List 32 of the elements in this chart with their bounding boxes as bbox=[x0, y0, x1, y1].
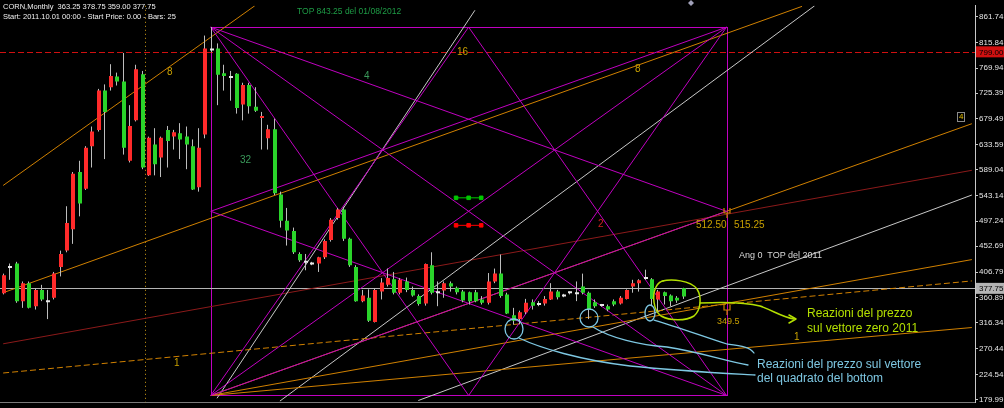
annotation: 1 bbox=[174, 357, 180, 369]
annotation: 16 bbox=[457, 46, 469, 58]
y-tick-label: 452.69 bbox=[979, 241, 1004, 251]
annotation: 512.50 bbox=[696, 219, 727, 231]
annotation: 32 bbox=[240, 154, 252, 166]
annotation: TOP 843.25 del 01/08/2012 bbox=[297, 6, 402, 16]
y-tick-label: 589.04 bbox=[979, 164, 1004, 174]
annotation: Reazioni del prezzo sul vettore zero 2011 bbox=[807, 306, 919, 336]
ref-line-label: 377.75 bbox=[979, 284, 1004, 294]
annotation: Reazioni del prezzo sul vettore del quadrato del bottom bbox=[757, 357, 922, 385]
annotation: 1 bbox=[794, 331, 800, 343]
annotation: 4 bbox=[957, 112, 966, 122]
ref-line-label: 799.00 bbox=[979, 47, 1004, 57]
y-tick-label: 543.14 bbox=[979, 190, 1004, 200]
y-tick-label: 815.84 bbox=[979, 37, 1004, 47]
y-tick-label: 725.39 bbox=[979, 88, 1004, 98]
y-tick-label: 224.54 bbox=[979, 369, 1004, 379]
annotation: 8 bbox=[167, 66, 173, 78]
annotation: 4 bbox=[364, 70, 370, 82]
y-tick-label: 769.94 bbox=[979, 63, 1004, 73]
annotation: 8 bbox=[635, 63, 641, 75]
annotation: 515.25 bbox=[734, 219, 765, 231]
y-tick-label: 316.34 bbox=[979, 318, 1004, 328]
y-tick-label: 406.79 bbox=[979, 267, 1004, 277]
y-tick-label: 179.99 bbox=[979, 394, 1004, 404]
y-tick-label: 861.74 bbox=[979, 11, 1004, 21]
y-tick-label: 497.24 bbox=[979, 216, 1004, 226]
y-tick-label: 679.49 bbox=[979, 114, 1004, 124]
annotation: 2 bbox=[598, 218, 604, 230]
y-tick-label: 633.59 bbox=[979, 139, 1004, 149]
y-tick-label: 360.89 bbox=[979, 293, 1004, 303]
y-tick-label: 270.44 bbox=[979, 343, 1004, 353]
